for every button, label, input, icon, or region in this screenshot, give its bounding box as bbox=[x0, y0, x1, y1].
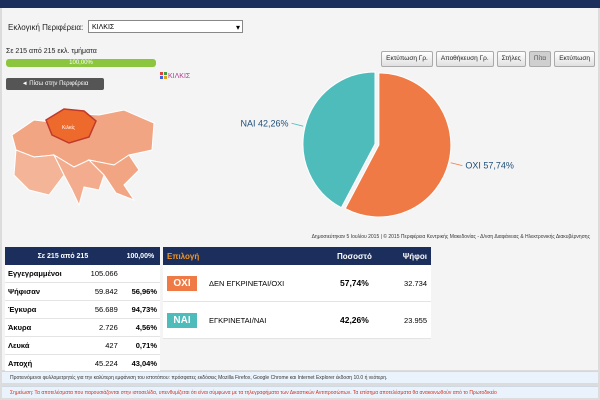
slice-name: ΟΧΙ bbox=[465, 161, 481, 171]
stats-count: 56.689 bbox=[79, 300, 121, 319]
stats-label: Ψήφισαν bbox=[5, 282, 80, 301]
map: Κιλκίς bbox=[11, 108, 155, 207]
results-table: Επιλογή Ποσοστό Ψήφοι ΟΧΙ ΔΕΝ ΕΓΚΡΙΝΕΤΑΙ/… bbox=[163, 247, 431, 339]
top-bar bbox=[0, 0, 600, 8]
results-row: ΟΧΙ ΔΕΝ ΕΓΚΡΙΝΕΤΑΙ/ΟΧΙ 57,74% 32.734 bbox=[163, 265, 431, 302]
stats-label: Άκυρα bbox=[5, 318, 80, 337]
stats-count: 45.224 bbox=[79, 354, 121, 373]
choice-label: ΔΕΝ ΕΓΚΡΙΝΕΤΑΙ/ΟΧΙ bbox=[205, 265, 324, 302]
map-region bbox=[87, 154, 140, 202]
slice-label: ΟΧΙ 57,74% bbox=[465, 161, 514, 171]
stats-label: Έγκυρα bbox=[5, 300, 80, 319]
progress-text: Σε 215 από 215 εκλ. τμήματα bbox=[6, 48, 97, 55]
map-region bbox=[52, 153, 105, 207]
stats-header: Σε 215 από 215 bbox=[5, 247, 121, 265]
region-select[interactable]: ΚΙΛΚΙΣ bbox=[88, 20, 243, 34]
stats-count: 2.726 bbox=[79, 318, 121, 337]
stats-percent bbox=[120, 265, 160, 283]
stats-count: 427 bbox=[79, 336, 121, 355]
slice-name: ΝΑΙ bbox=[240, 118, 255, 128]
stats-label: Αποχή bbox=[5, 354, 80, 373]
print-button[interactable]: Εκτύπωση bbox=[554, 51, 595, 67]
results-header: Ψήφοι bbox=[385, 247, 431, 265]
stats-row: Άκυρα 2.726 4,56% bbox=[5, 318, 160, 337]
stats-table: Σε 215 από 215 100,00% Εγγεγραμμένοι 105.0… bbox=[5, 247, 160, 373]
results-row: ΝΑΙ ΕΓΚΡΙΝΕΤΑΙ/ΝΑΙ 42,26% 23.955 bbox=[163, 301, 431, 339]
map-region bbox=[13, 149, 65, 196]
stats-label: Εγγεγραμμένοι bbox=[5, 265, 80, 283]
leader-line bbox=[450, 162, 463, 167]
stats-percent: 94,73% bbox=[120, 300, 160, 319]
results-header: Ποσοστό bbox=[323, 247, 386, 265]
toolbar: Εκτύπωση Γρ. Αποθήκευση Γρ. Στήλες Πίτα … bbox=[381, 51, 595, 67]
progress-bar: 100,00% bbox=[6, 59, 156, 67]
stats-percent: 56,96% bbox=[120, 282, 160, 301]
stats-row: Έγκυρα 56.689 94,73% bbox=[5, 300, 160, 319]
stats-row: Αποχή 45.224 43,04% bbox=[5, 354, 160, 373]
chart-icon bbox=[160, 72, 167, 79]
credits: Δημοσιεύτηκαν 5 Ιουλίου 2015 | © 2015 Πε… bbox=[311, 234, 590, 240]
save-chart-button[interactable]: Αποθήκευση Γρ. bbox=[435, 51, 494, 67]
badge-cell: ΝΑΙ bbox=[163, 301, 205, 339]
back-button[interactable]: ◄ Πίσω στην Περιφέρεια bbox=[6, 78, 104, 90]
leader-line bbox=[291, 122, 304, 127]
choice-votes: 32.734 bbox=[385, 265, 431, 302]
print-chart-button[interactable]: Εκτύπωση Γρ. bbox=[381, 51, 433, 67]
stats-header: 100,00% bbox=[120, 247, 160, 265]
choice-label: ΕΓΚΡΙΝΕΤΑΙ/ΝΑΙ bbox=[205, 301, 324, 339]
results-notice: Σημείωση: Τα αποτελέσματα που παρουσιάζο… bbox=[2, 386, 598, 398]
map-region-selected bbox=[45, 108, 97, 144]
choice-percent: 57,74% bbox=[323, 265, 386, 302]
bars-button[interactable]: Στήλες bbox=[496, 51, 526, 67]
stats-count: 59.842 bbox=[79, 282, 121, 301]
badge-cell: ΟΧΙ bbox=[163, 265, 205, 302]
pie-chart: ΟΧΙ 57,74% ΝΑΙ 42,26% bbox=[240, 71, 514, 218]
pie-button[interactable]: Πίτα bbox=[528, 51, 552, 67]
stats-row: Ψήφισαν 59.842 56,96% bbox=[5, 282, 160, 301]
stats-row: Λευκά 427 0,71% bbox=[5, 336, 160, 355]
map-label: Κιλκίς bbox=[62, 125, 76, 131]
stats-row: Εγγεγραμμένοι 105.066 bbox=[5, 265, 160, 283]
results-header: Επιλογή bbox=[163, 247, 324, 265]
region-label: Εκλογική Περιφέρεια: bbox=[8, 23, 84, 32]
choice-badge: ΝΑΙ bbox=[167, 312, 197, 328]
slice-value: 57,74% bbox=[483, 161, 514, 171]
stats-percent: 0,71% bbox=[120, 336, 160, 355]
choice-badge: ΟΧΙ bbox=[167, 275, 197, 291]
stats-count: 105.066 bbox=[79, 265, 121, 283]
pie-slice bbox=[302, 71, 376, 209]
slice-label: ΝΑΙ 42,26% bbox=[240, 118, 288, 128]
stats-label: Λευκά bbox=[5, 336, 80, 355]
chart-title: ΚΙΛΚΙΣ bbox=[168, 73, 191, 80]
choice-votes: 23.955 bbox=[385, 301, 431, 339]
browser-notice: Προτεινόμενοι φυλλομετρητές για την καλύ… bbox=[2, 371, 598, 383]
slice-value: 42,26% bbox=[258, 118, 289, 128]
choice-percent: 42,26% bbox=[323, 301, 386, 339]
pie-slice bbox=[344, 72, 452, 218]
stats-percent: 4,56% bbox=[120, 318, 160, 337]
stats-percent: 43,04% bbox=[120, 354, 160, 373]
